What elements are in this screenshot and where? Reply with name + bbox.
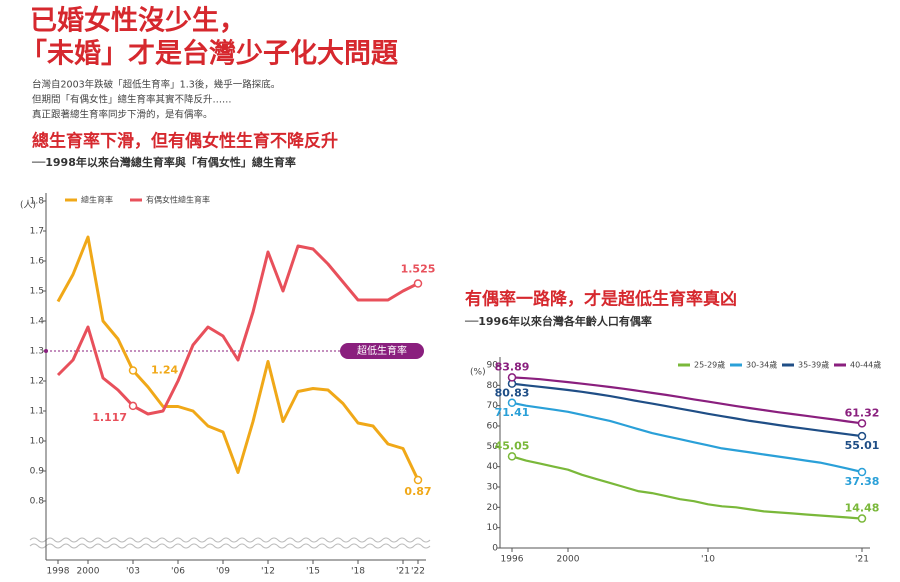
chart-title: 總生育率下滑，但有偶女性生育不降反升: [32, 131, 338, 152]
y-tick-label: 0: [492, 544, 498, 554]
intro-line: 台灣自2003年跌破「超低生育率」1.3後，幾乎一路探底。: [32, 79, 280, 91]
chart-subtitle: ──1996年以來台灣各年齡人口有偶率: [464, 314, 652, 328]
x-tick-label: 2000: [77, 567, 100, 577]
y-tick-label: 1.6: [30, 257, 45, 267]
x-tick-label: '03: [126, 567, 140, 577]
x-tick-label: '21: [396, 567, 410, 577]
x-tick-label: '21: [855, 555, 869, 565]
x-tick-label: 1996: [501, 555, 524, 565]
y-tick-label: 1.2: [30, 377, 44, 387]
labeled-point: [413, 279, 423, 288]
legend-label: 40-44歲: [850, 360, 881, 370]
y-tick-label: 1.8: [30, 197, 45, 207]
labeled-point: [857, 431, 867, 441]
labeled-point: [128, 366, 138, 375]
series-line: [511, 376, 863, 425]
y-tick-label: 1.3: [30, 347, 44, 357]
data-label: 83.89: [495, 360, 530, 373]
y-axis-label: (人): [20, 200, 36, 211]
x-tick-label: '06: [171, 567, 185, 577]
series-line: [56, 244, 419, 416]
y-tick-label: 90: [487, 361, 499, 371]
headline-line: 「未婚」才是台灣少子化大問題: [20, 38, 399, 70]
legend-label: 30-34歲: [746, 360, 777, 370]
data-label: 45.05: [495, 439, 530, 452]
reference-label: 超低生育率: [357, 344, 407, 357]
series-line: [511, 401, 863, 474]
intro-line: 但期間「有偶女性」總生育率其實不降反升……: [32, 94, 232, 106]
data-label: 80.83: [495, 387, 530, 400]
x-tick-label: '12: [261, 567, 275, 577]
data-label: 1.24: [151, 364, 178, 377]
data-label: 14.48: [845, 502, 880, 515]
y-tick-label: 1.7: [30, 227, 44, 237]
data-label: 0.87: [404, 485, 431, 498]
labeled-point: [413, 475, 423, 485]
x-tick-label: 1998: [47, 567, 70, 577]
series-line: [511, 382, 863, 438]
labeled-point: [507, 452, 517, 461]
x-tick-label: '09: [216, 567, 230, 577]
legend-label: 35-39歲: [798, 360, 829, 370]
y-tick-label: 1.4: [30, 317, 45, 327]
legend-label: 有偶女性總生育率: [146, 195, 210, 205]
y-tick-label: 1.1: [30, 407, 44, 417]
legend-label: 總生育率: [81, 195, 113, 205]
data-label: 71.41: [495, 406, 530, 419]
x-tick-label: '22: [411, 567, 425, 577]
y-axis-label: (%): [470, 368, 486, 378]
headline-line: 已婚女性沒少生，: [30, 5, 246, 37]
series-line: [56, 235, 420, 481]
y-tick-label: 1.0: [30, 437, 45, 447]
data-label: 55.01: [845, 439, 880, 452]
data-label: 61.32: [845, 406, 880, 419]
x-tick-label: '15: [306, 567, 320, 577]
reference-badge: [340, 343, 424, 359]
data-label: 37.38: [845, 475, 880, 488]
y-tick-label: 0.8: [30, 497, 45, 507]
data-label: 1.525: [401, 263, 436, 276]
labeled-point: [507, 373, 517, 382]
y-tick-label: 30: [487, 483, 499, 493]
y-tick-label: 20: [487, 503, 499, 513]
labeled-point: [857, 467, 867, 477]
axis-break: [29, 537, 431, 549]
labeled-point: [128, 401, 138, 411]
chart-subtitle: ──1998年以來台灣總生育率與「有偶女性」總生育率: [31, 155, 296, 169]
x-tick-label: 2000: [557, 555, 580, 565]
data-label: 1.117: [92, 411, 127, 424]
y-tick-label: 80: [487, 381, 499, 391]
y-tick-label: 50: [487, 442, 499, 452]
x-tick-label: '10: [701, 555, 715, 565]
reference-dot: [44, 349, 48, 353]
intro-line: 真正跟著總生育率同步下滑的，是有偶率。: [32, 109, 213, 121]
y-tick-label: 40: [487, 462, 499, 472]
chart-title: 有偶率一路降，才是超低生育率真凶: [465, 289, 737, 310]
x-tick-label: '18: [351, 567, 365, 577]
y-tick-label: 60: [487, 422, 499, 432]
labeled-point: [507, 398, 517, 408]
legend-label: 25-29歲: [694, 360, 725, 370]
labeled-point: [857, 419, 867, 428]
y-tick-label: 1.5: [30, 287, 44, 297]
series-line: [511, 455, 863, 520]
y-tick-label: 70: [487, 401, 499, 411]
y-tick-label: 10: [487, 523, 499, 533]
labeled-point: [857, 514, 867, 523]
y-tick-label: 0.9: [30, 467, 45, 477]
